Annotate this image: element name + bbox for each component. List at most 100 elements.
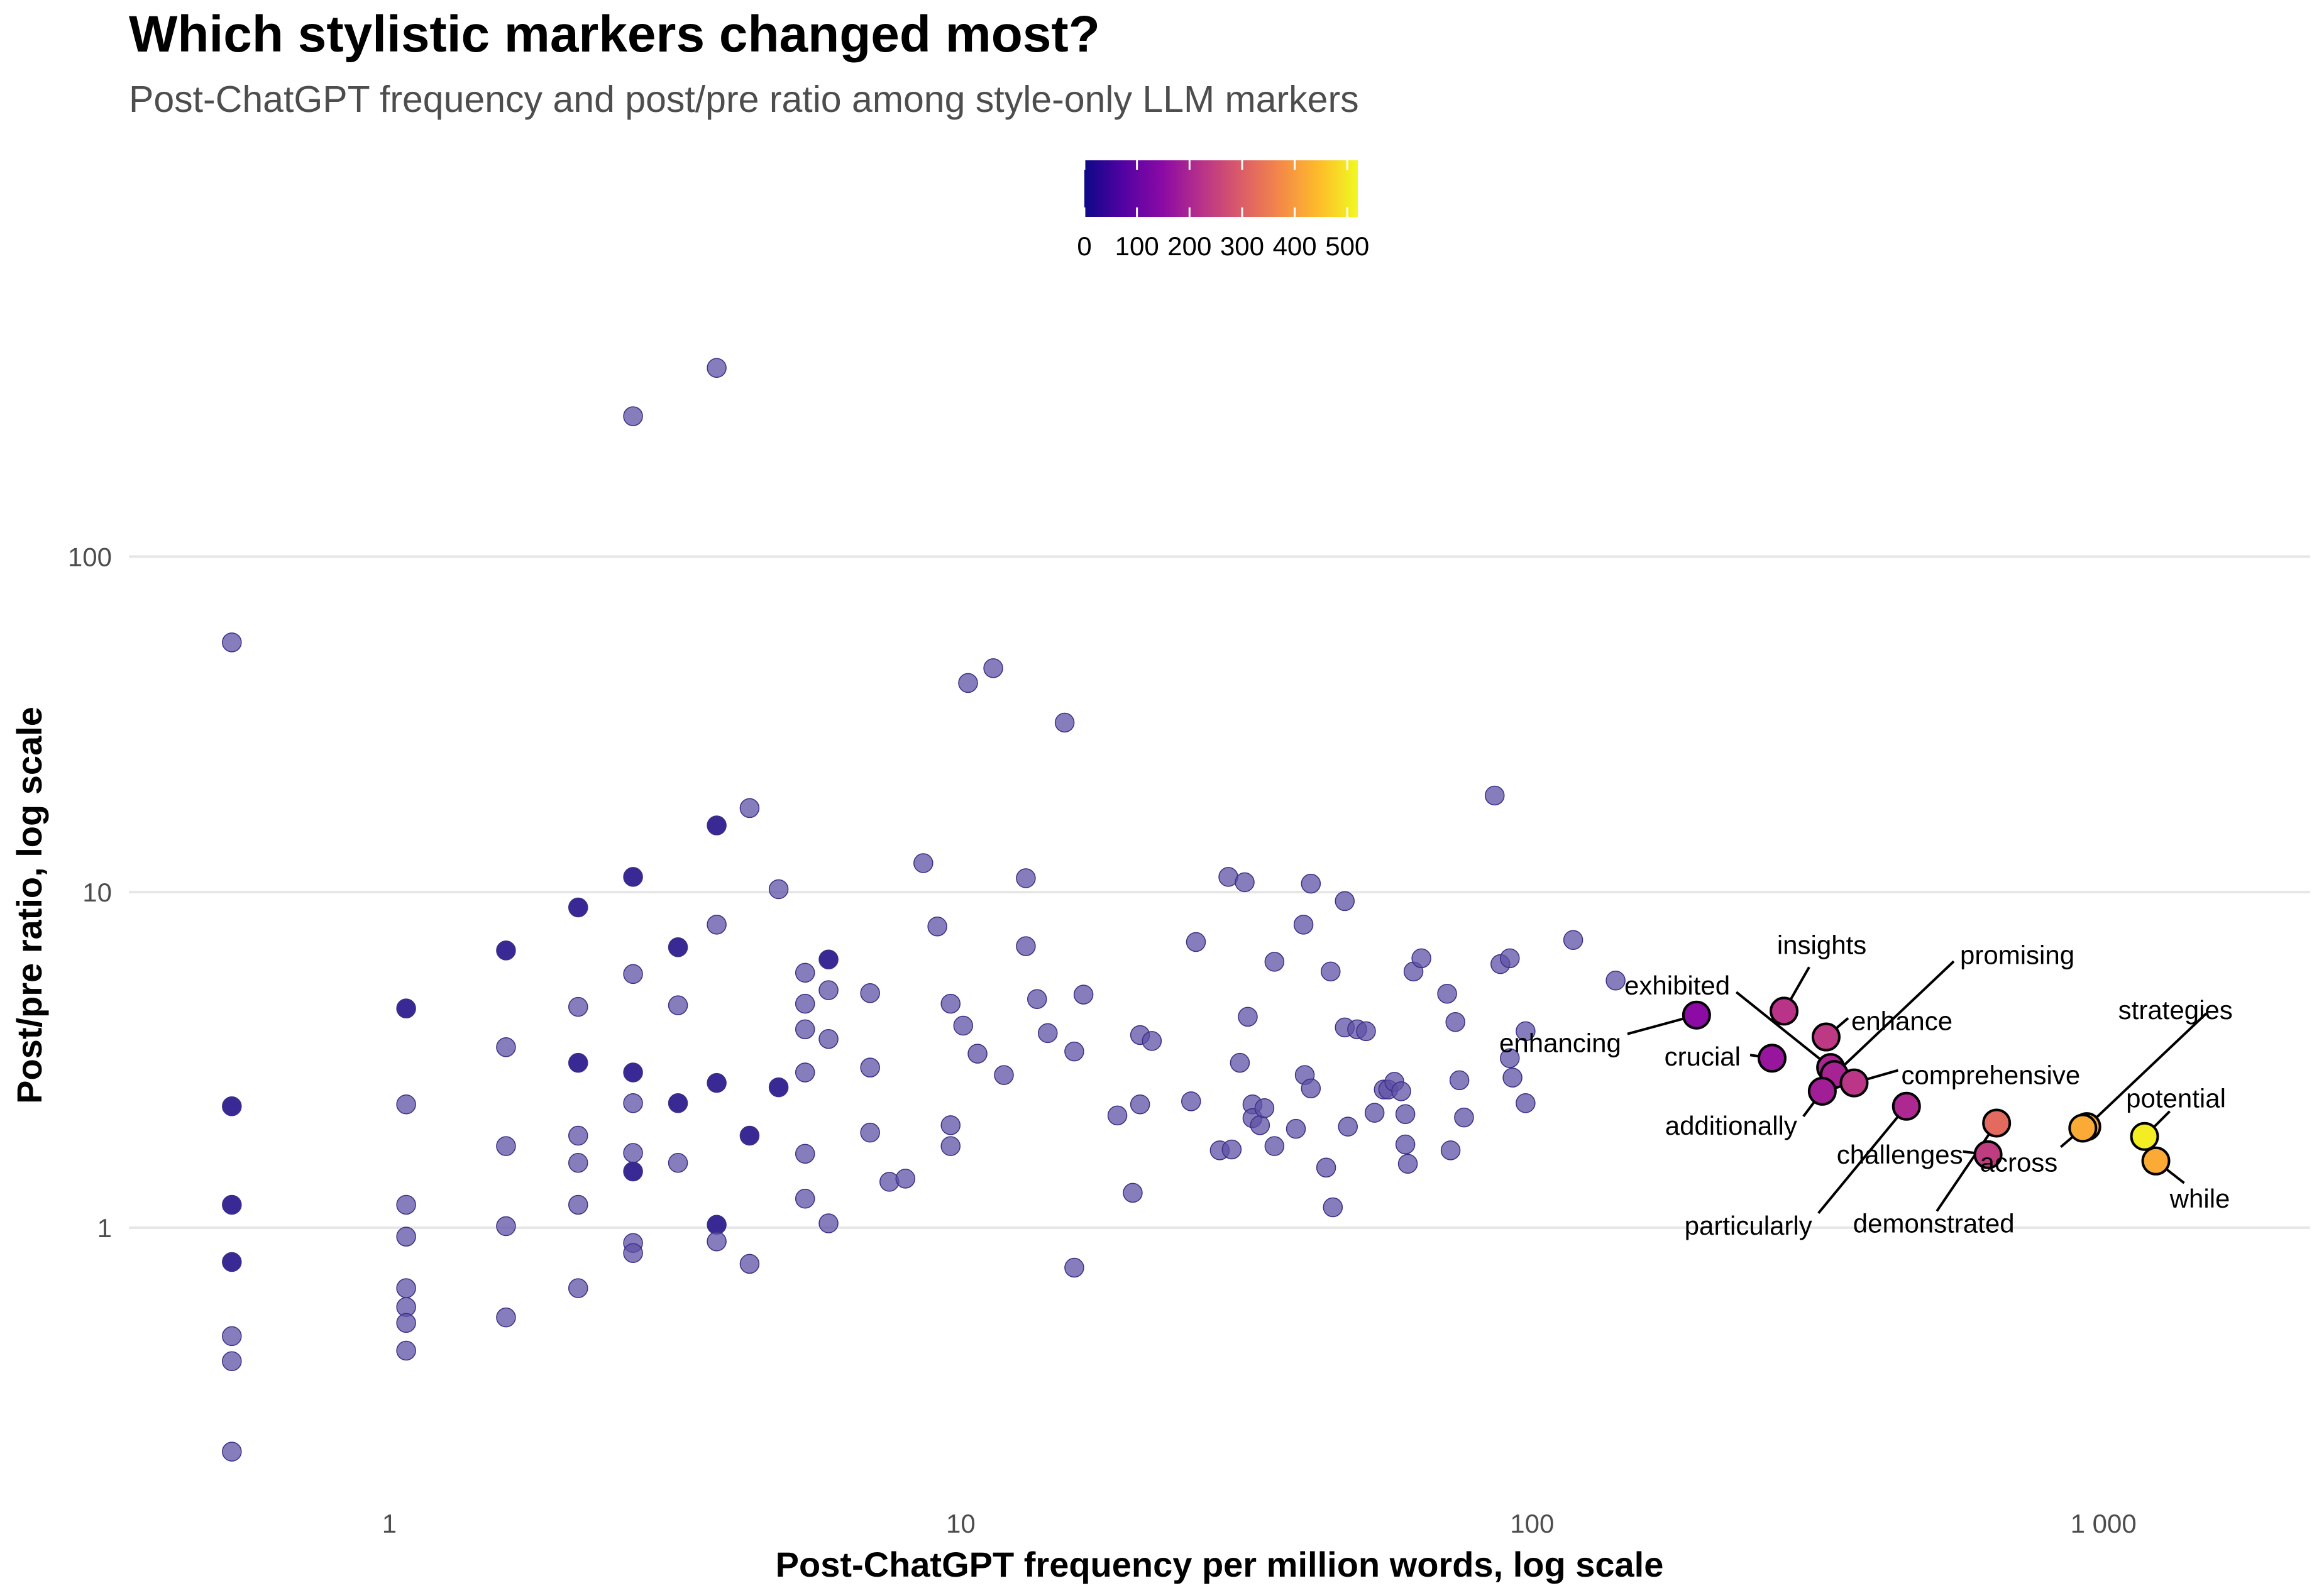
data-point xyxy=(818,1213,839,1233)
data-point xyxy=(795,1062,815,1083)
data-point xyxy=(1323,1197,1343,1218)
data-point xyxy=(707,1215,727,1235)
data-point xyxy=(496,1307,516,1328)
data-point xyxy=(623,1143,643,1163)
data-point xyxy=(1338,1116,1358,1137)
data-point xyxy=(940,993,961,1014)
data-point xyxy=(768,879,789,900)
data-point xyxy=(1364,1103,1385,1123)
point-label: demonstrated xyxy=(1853,1208,2015,1238)
leader-line xyxy=(2086,1012,2208,1128)
data-point xyxy=(1027,989,1047,1009)
legend-tick-label: 200 xyxy=(1167,231,1211,261)
point-label: promising xyxy=(1960,940,2074,969)
data-point xyxy=(1516,1093,1536,1113)
leader-line xyxy=(1833,960,1955,1076)
data-point xyxy=(396,1226,416,1247)
data-point xyxy=(795,1188,815,1209)
data-point xyxy=(1484,785,1505,806)
data-point xyxy=(983,658,1003,678)
y-tick-label: 100 xyxy=(68,542,112,571)
point-label: across xyxy=(1980,1147,2058,1177)
point-label: additionally xyxy=(1665,1111,1797,1140)
data-point xyxy=(568,1153,588,1173)
axis-ticks: 1 10 100 1 10 100 1 000 xyxy=(68,542,2137,1538)
highlighted-point xyxy=(2141,1146,2171,1176)
data-point xyxy=(1250,1115,1270,1135)
data-point xyxy=(795,993,815,1014)
data-point xyxy=(1411,948,1431,969)
data-point xyxy=(568,1052,588,1073)
data-point xyxy=(1440,1140,1461,1160)
data-point xyxy=(1500,948,1520,969)
data-point xyxy=(707,358,727,378)
point-label: while xyxy=(2169,1184,2230,1213)
data-point xyxy=(768,1077,789,1098)
data-point xyxy=(940,1115,961,1135)
data-point xyxy=(1238,1006,1258,1027)
legend-tick-label: 500 xyxy=(1325,231,1369,261)
data-point xyxy=(818,949,839,969)
data-point xyxy=(860,983,880,1003)
x-tick-label: 10 xyxy=(946,1509,976,1538)
point-label: exhibited xyxy=(1624,971,1730,1000)
colorbar xyxy=(1084,160,1358,217)
data-point xyxy=(1605,971,1626,991)
data-point xyxy=(739,798,760,819)
legend-tick-label: 100 xyxy=(1115,231,1159,261)
data-point xyxy=(1016,936,1036,956)
data-point xyxy=(1064,1041,1084,1062)
data-point xyxy=(1395,1104,1416,1124)
chart-title: Which stylistic markers changed most? xyxy=(129,6,1100,63)
data-point xyxy=(1301,873,1321,894)
highlighted-point xyxy=(1811,1022,1841,1052)
data-point xyxy=(396,998,416,1018)
data-point xyxy=(1064,1257,1084,1278)
data-point xyxy=(1130,1094,1150,1115)
point-label: enhance xyxy=(1851,1006,1952,1036)
point-label: potential xyxy=(2126,1084,2226,1113)
data-point xyxy=(1235,872,1255,893)
data-point xyxy=(1123,1182,1143,1203)
data-point xyxy=(860,1057,880,1078)
x-axis-label: Post-ChatGPT frequency per million words… xyxy=(776,1545,1664,1584)
data-point xyxy=(623,1243,643,1264)
highlighted-point xyxy=(2068,1113,2098,1143)
data-point xyxy=(222,1326,242,1347)
data-point xyxy=(1321,961,1341,982)
data-point xyxy=(668,1093,688,1113)
data-point xyxy=(1454,1107,1474,1128)
data-point xyxy=(953,1015,974,1036)
data-point xyxy=(739,1125,760,1146)
data-point xyxy=(1016,868,1036,888)
data-point xyxy=(967,1044,988,1064)
point-label: enhancing xyxy=(1499,1028,1621,1058)
data-point xyxy=(1395,1134,1416,1155)
data-point xyxy=(623,867,643,887)
data-point xyxy=(496,1136,516,1156)
data-point xyxy=(1563,930,1583,950)
leader-line xyxy=(1817,1105,1908,1215)
data-point xyxy=(623,1093,643,1113)
data-point xyxy=(879,1172,900,1192)
data-point xyxy=(1445,1012,1465,1032)
data-point xyxy=(1073,984,1094,1005)
legend-tick-label: 300 xyxy=(1220,231,1264,261)
data-point xyxy=(568,1194,588,1215)
highlighted-point xyxy=(1839,1068,1869,1098)
data-point xyxy=(568,1278,588,1298)
data-point xyxy=(1230,1052,1250,1073)
data-point xyxy=(913,853,933,873)
point-label: strategies xyxy=(2118,995,2233,1025)
point-label: particularly xyxy=(1685,1211,1812,1240)
point-label: crucial xyxy=(1665,1042,1741,1071)
chart-subtitle: Post-ChatGPT frequency and post/pre rati… xyxy=(129,79,1359,120)
data-point xyxy=(396,1313,416,1333)
data-point xyxy=(1107,1105,1128,1126)
data-point xyxy=(1054,712,1075,733)
data-point xyxy=(568,1125,588,1146)
point-label: insights xyxy=(1777,930,1866,959)
highlighted-point xyxy=(1892,1091,1921,1121)
highlighted-point xyxy=(1757,1044,1787,1073)
